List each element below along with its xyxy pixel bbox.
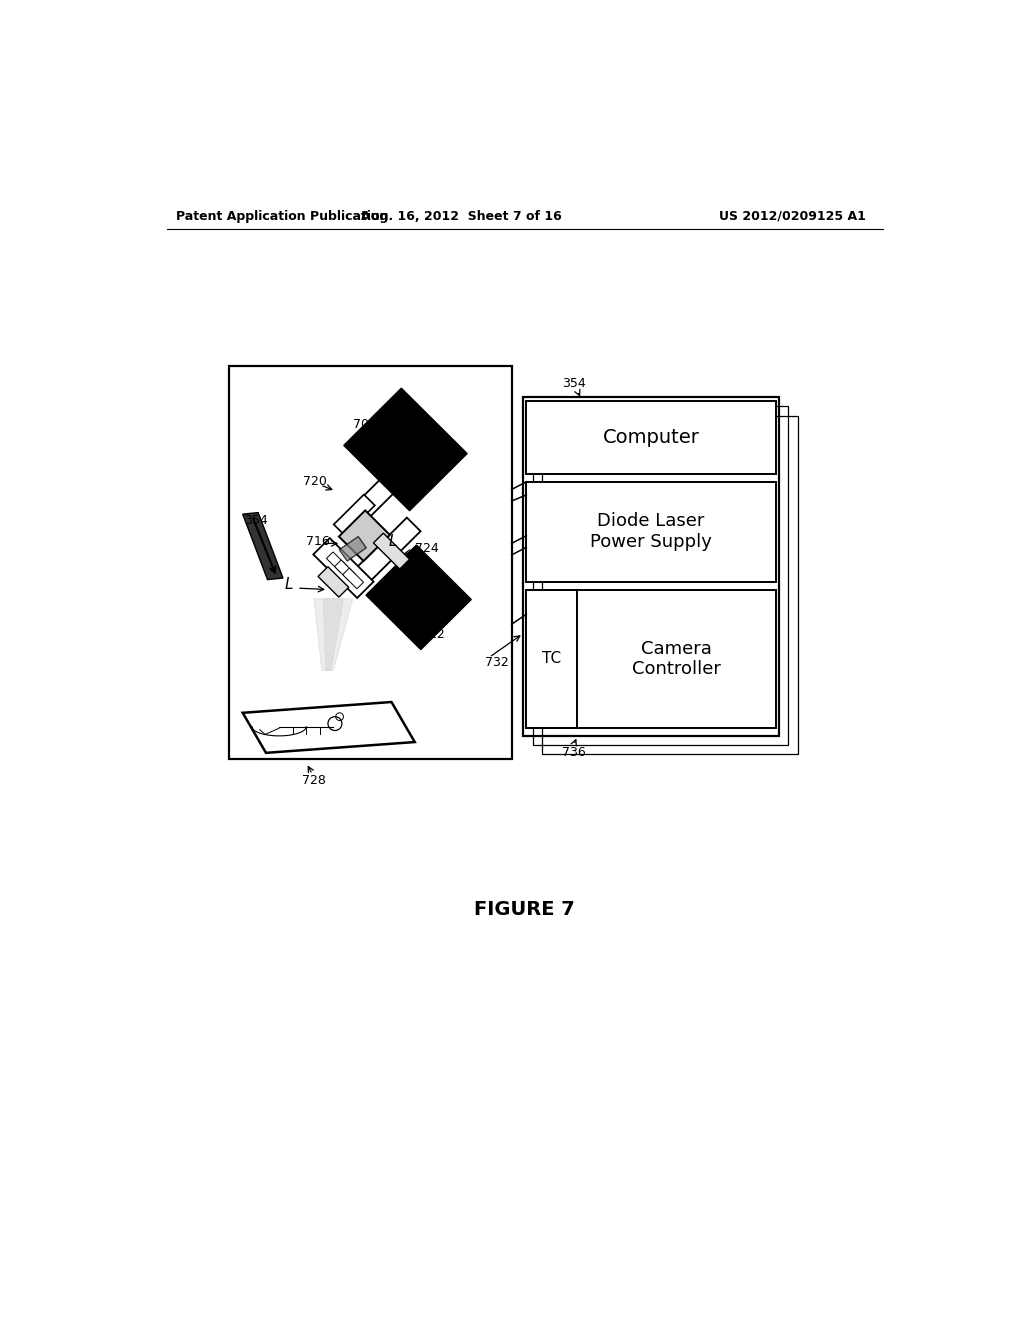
Text: 732: 732 — [484, 656, 508, 669]
Text: 716: 716 — [306, 535, 330, 548]
Text: Aug. 16, 2012  Sheet 7 of 16: Aug. 16, 2012 Sheet 7 of 16 — [360, 210, 561, 223]
Text: 720: 720 — [303, 475, 327, 488]
Text: FIGURE 7: FIGURE 7 — [474, 900, 575, 919]
Polygon shape — [339, 536, 367, 561]
Bar — [228, 367, 512, 759]
Polygon shape — [327, 552, 347, 573]
Text: Diode Laser
Power Supply: Diode Laser Power Supply — [590, 512, 712, 552]
Bar — [526, 482, 776, 582]
Text: L: L — [389, 533, 397, 549]
Polygon shape — [343, 568, 364, 589]
Text: L: L — [285, 577, 294, 591]
Polygon shape — [344, 517, 421, 594]
Text: Patent Application Publication: Patent Application Publication — [176, 210, 388, 223]
Polygon shape — [318, 566, 349, 597]
Polygon shape — [243, 702, 415, 752]
Bar — [526, 401, 776, 474]
Text: US 2012/0209125 A1: US 2012/0209125 A1 — [719, 210, 865, 223]
Polygon shape — [335, 560, 355, 581]
Bar — [532, 407, 788, 744]
Bar — [523, 397, 779, 737]
Polygon shape — [366, 545, 471, 649]
Polygon shape — [324, 599, 343, 671]
Text: 354: 354 — [562, 376, 586, 389]
Polygon shape — [341, 447, 426, 532]
Text: 712: 712 — [421, 628, 444, 640]
Text: 736: 736 — [562, 746, 586, 759]
Text: Computer: Computer — [603, 428, 699, 447]
Text: TC: TC — [542, 651, 561, 667]
Text: 708: 708 — [352, 417, 377, 430]
Bar — [526, 590, 577, 729]
Polygon shape — [374, 533, 410, 569]
Polygon shape — [243, 512, 283, 579]
Polygon shape — [339, 511, 390, 561]
Text: Camera
Controller: Camera Controller — [632, 639, 721, 678]
Text: 728: 728 — [302, 774, 326, 787]
Text: 724: 724 — [415, 543, 438, 556]
Polygon shape — [344, 388, 467, 511]
Polygon shape — [334, 495, 375, 536]
Bar — [526, 590, 776, 729]
Bar — [542, 416, 798, 755]
Text: L: L — [387, 590, 395, 605]
Polygon shape — [314, 599, 352, 671]
Polygon shape — [313, 539, 374, 598]
Text: 354: 354 — [245, 513, 268, 527]
